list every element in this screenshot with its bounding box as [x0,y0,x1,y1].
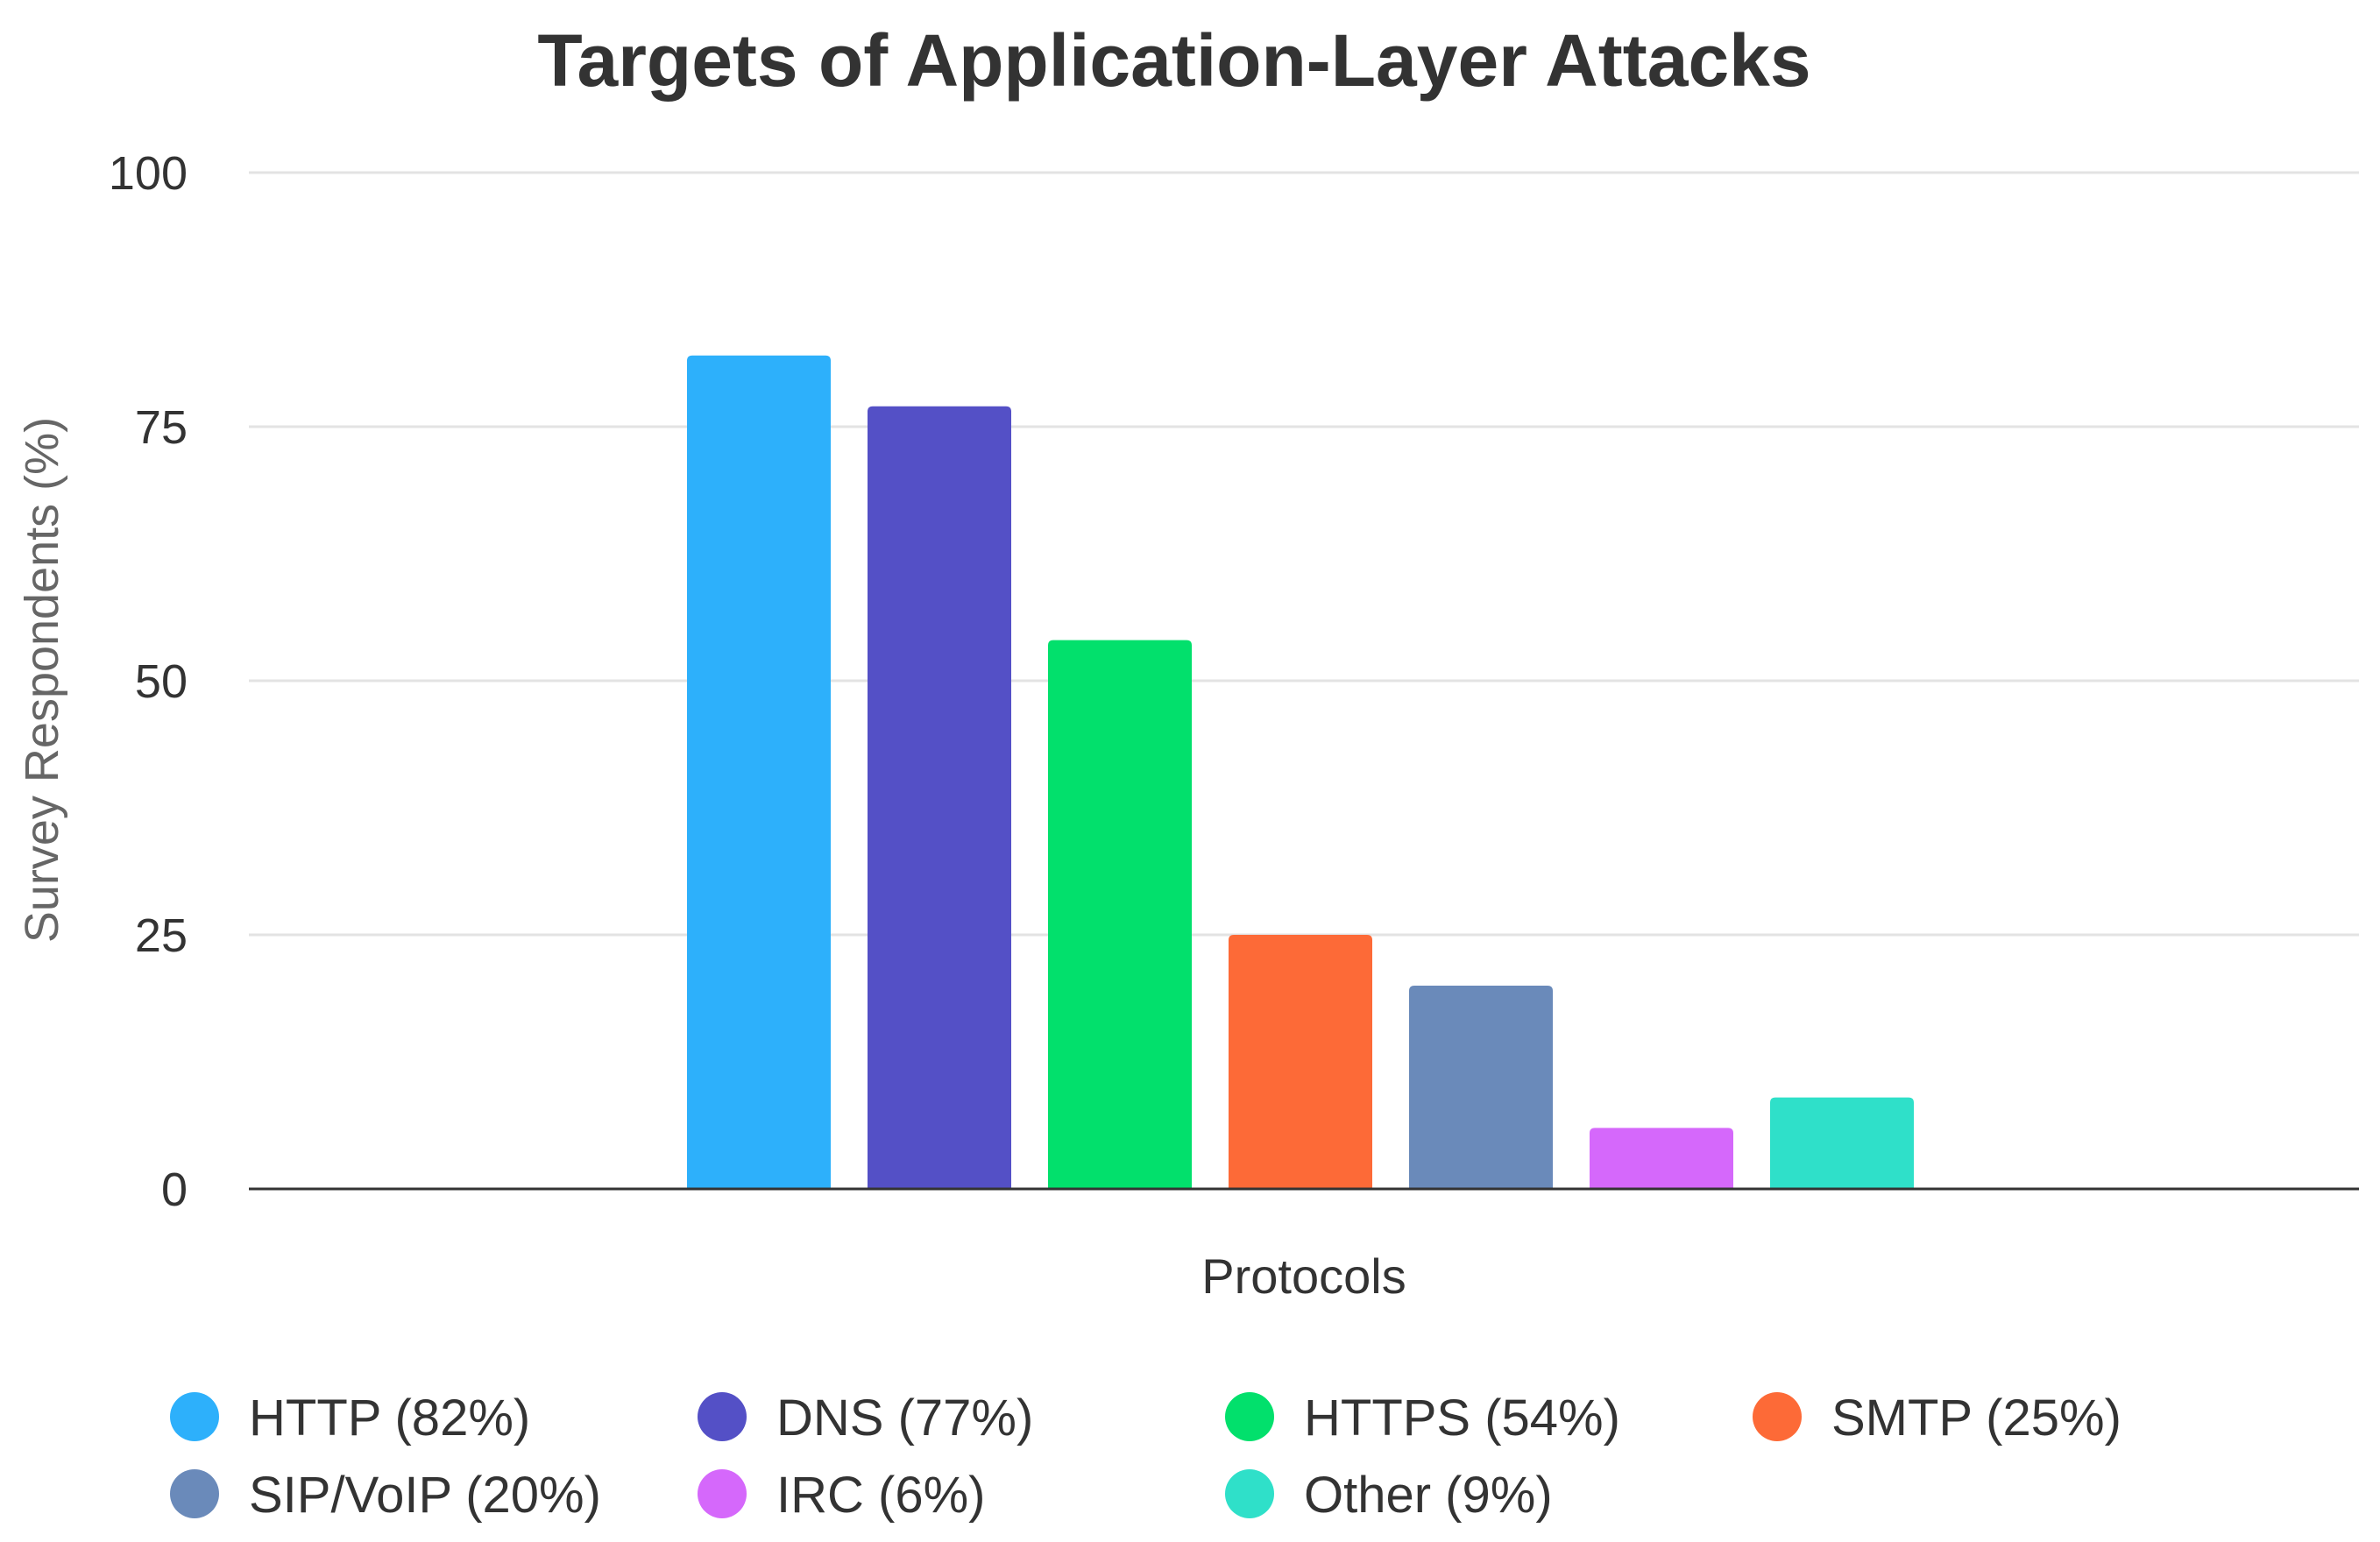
bar [1770,1097,1914,1189]
legend-item: DNS (77%) [698,1390,1033,1447]
gridlines [249,171,2359,937]
legend-swatch [1753,1392,1802,1441]
y-tick-label: 25 [135,909,188,962]
legend-item: HTTPS (54%) [1225,1390,1620,1447]
legend-label: IRC (6%) [776,1467,985,1524]
y-tick-label: 50 [135,655,188,708]
bar [687,355,831,1189]
bars [687,355,1914,1189]
bar [1409,986,1553,1189]
legend-label: DNS (77%) [776,1390,1033,1447]
legend-item: Other (9%) [1225,1467,1553,1524]
legend-swatch [698,1392,747,1441]
x-axis-label: Protocols [1201,1248,1406,1304]
bar [1590,1128,1733,1189]
legend-label: HTTPS (54%) [1304,1390,1620,1447]
y-axis-ticks: 0 25 50 75 100 [109,147,188,1216]
legend-item: IRC (6%) [698,1467,985,1524]
legend-swatch [170,1469,219,1518]
legend-label: SIP/VoIP (20%) [249,1467,601,1524]
chart-title: Targets of Application-Layer Attacks [537,19,1810,102]
legend-swatch [1225,1392,1274,1441]
legend-swatch [698,1469,747,1518]
legend-swatch [1225,1469,1274,1518]
y-tick-label: 0 [161,1164,188,1216]
legend: HTTP (82%) DNS (77%) HTTPS (54%) SMTP (25%)… [170,1390,2121,1524]
legend-label: SMTP (25%) [1831,1390,2121,1447]
y-axis-label: Survey Respondents (%) [16,417,68,943]
y-tick-label: 75 [135,401,188,454]
y-tick-label: 100 [109,147,188,200]
legend-item: HTTP (82%) [170,1390,530,1447]
legend-item: SIP/VoIP (20%) [170,1467,601,1524]
bar [1229,935,1372,1189]
bar [868,406,1011,1189]
legend-swatch [170,1392,219,1441]
legend-label: Other (9%) [1304,1467,1553,1524]
legend-item: SMTP (25%) [1753,1390,2121,1447]
bar [1048,640,1192,1189]
legend-label: HTTP (82%) [249,1390,530,1447]
